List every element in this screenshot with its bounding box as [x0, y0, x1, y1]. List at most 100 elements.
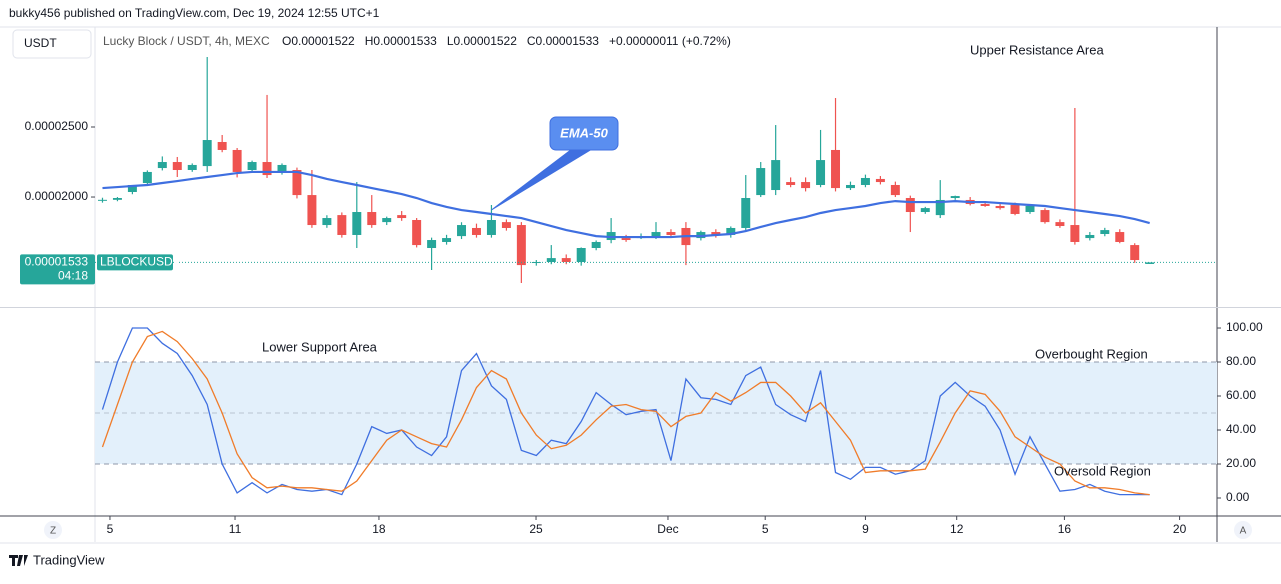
candle-body [397, 215, 407, 219]
candle-body [157, 162, 167, 169]
candle-body [561, 258, 571, 263]
last-price-box [20, 254, 95, 285]
plot-layer: 5 11 18 25 Dec 5 9 12 16 20 0.00002000 0.00002500 EM… [20, 56, 1263, 536]
ohlc-value: L0.00001522 [447, 34, 517, 48]
candle-body [1025, 205, 1035, 213]
candle-body [382, 218, 392, 223]
candle-body [307, 195, 317, 226]
candle-body [262, 162, 272, 176]
candle-body [1115, 232, 1125, 242]
candle-body [1010, 205, 1020, 214]
candle-body [427, 240, 437, 249]
ema-callout [549, 116, 619, 151]
y-tick-label: 40.00 [1226, 422, 1256, 436]
zoom-button[interactable] [44, 521, 62, 539]
candle-body [142, 171, 152, 184]
annotation: Upper Resistance Area [970, 42, 1104, 57]
candle-body [501, 222, 511, 228]
candle-body [247, 162, 257, 171]
frame [0, 26, 1281, 544]
candle-body [890, 184, 900, 196]
candle-body [1130, 245, 1140, 261]
x-tick-label: 9 [862, 522, 869, 536]
ohlc-value: O0.00001522 [282, 34, 355, 48]
candle-body [845, 184, 855, 189]
ema-callout-label: EMA-50 [560, 125, 608, 140]
brand-name: TradingView [33, 552, 105, 567]
candle-body [816, 160, 826, 185]
annotation: Overbought Region [1035, 346, 1148, 361]
candle-body [920, 208, 930, 213]
last-price-label: 0.00001533 [25, 255, 89, 269]
x-tick-label: 20 [1173, 522, 1187, 536]
candle-body [172, 162, 182, 171]
ohlc-value: H0.00001533 [365, 34, 437, 48]
candle-body [232, 149, 242, 172]
countdown: 04:18 [58, 269, 88, 283]
candle-body [831, 149, 841, 189]
candle-body [412, 219, 422, 246]
symbol-box [97, 254, 173, 271]
candle-body [187, 164, 197, 171]
ohlc-value: +0.00000011 (+0.72%) [609, 34, 731, 48]
stochastic-line [101, 330, 1150, 496]
candle-body [980, 204, 990, 206]
candle-body [202, 140, 212, 167]
candle-body [277, 164, 287, 172]
candle-body [860, 177, 870, 185]
candle-body [471, 227, 481, 235]
candle-body [726, 227, 736, 235]
candle-body [1055, 222, 1065, 227]
candle-body [97, 199, 107, 201]
x-tick-label: 12 [950, 522, 964, 536]
candle-body [337, 215, 347, 235]
annotation: Lower Support Area [262, 339, 378, 354]
x-tick-label: 11 [229, 522, 242, 536]
currency-label: USDT [24, 36, 57, 50]
candle-body [516, 225, 526, 266]
candle-body [771, 160, 781, 191]
candle-body [801, 182, 811, 189]
candle-body [352, 212, 362, 235]
ohlc-value: C0.00001533 [527, 34, 599, 48]
ohlc-legend: O0.00001522 H0.00001533 L0.00001522 C0.0000… [282, 34, 731, 48]
x-tick-label: 5 [107, 522, 114, 536]
annotation: Oversold Region [1054, 463, 1151, 478]
candle-body [875, 178, 885, 183]
candle-body [546, 258, 556, 263]
candle-body [711, 232, 721, 235]
candle-body [786, 182, 796, 185]
candle-body [112, 198, 122, 200]
candle-body [651, 232, 661, 237]
candle-body [322, 218, 332, 226]
ema-line [102, 170, 1150, 239]
candle-body [367, 212, 377, 226]
y-tick-label: 0.00002000 [25, 189, 89, 203]
candle-body [950, 196, 960, 199]
zoom-label: Z [50, 526, 56, 537]
x-tick-label: 25 [529, 522, 543, 536]
auto-scale-button[interactable] [1234, 521, 1252, 539]
y-tick-label: 80.00 [1226, 354, 1256, 368]
candle-body [292, 170, 302, 196]
y-tick-label: 60.00 [1226, 388, 1256, 402]
candle-body [1145, 262, 1155, 264]
auto-label: A [1240, 526, 1247, 537]
candle-body [995, 205, 1005, 209]
publisher-line: bukky456 published on TradingView.com, D… [9, 6, 380, 20]
brand-logo [9, 555, 28, 566]
currency-button[interactable] [12, 29, 92, 59]
candle-body [1100, 230, 1110, 234]
candle-body [666, 232, 676, 235]
symbol-legend: Lucky Block / USDT, 4h, MEXC [103, 34, 270, 48]
candle-body [217, 141, 227, 150]
candle-body [457, 225, 467, 237]
x-tick-label: Dec [657, 522, 678, 536]
candle-body [442, 238, 452, 242]
candle-body [1070, 225, 1080, 242]
candle-body [576, 248, 586, 263]
candle-body [127, 184, 137, 192]
candle-body [935, 199, 945, 216]
